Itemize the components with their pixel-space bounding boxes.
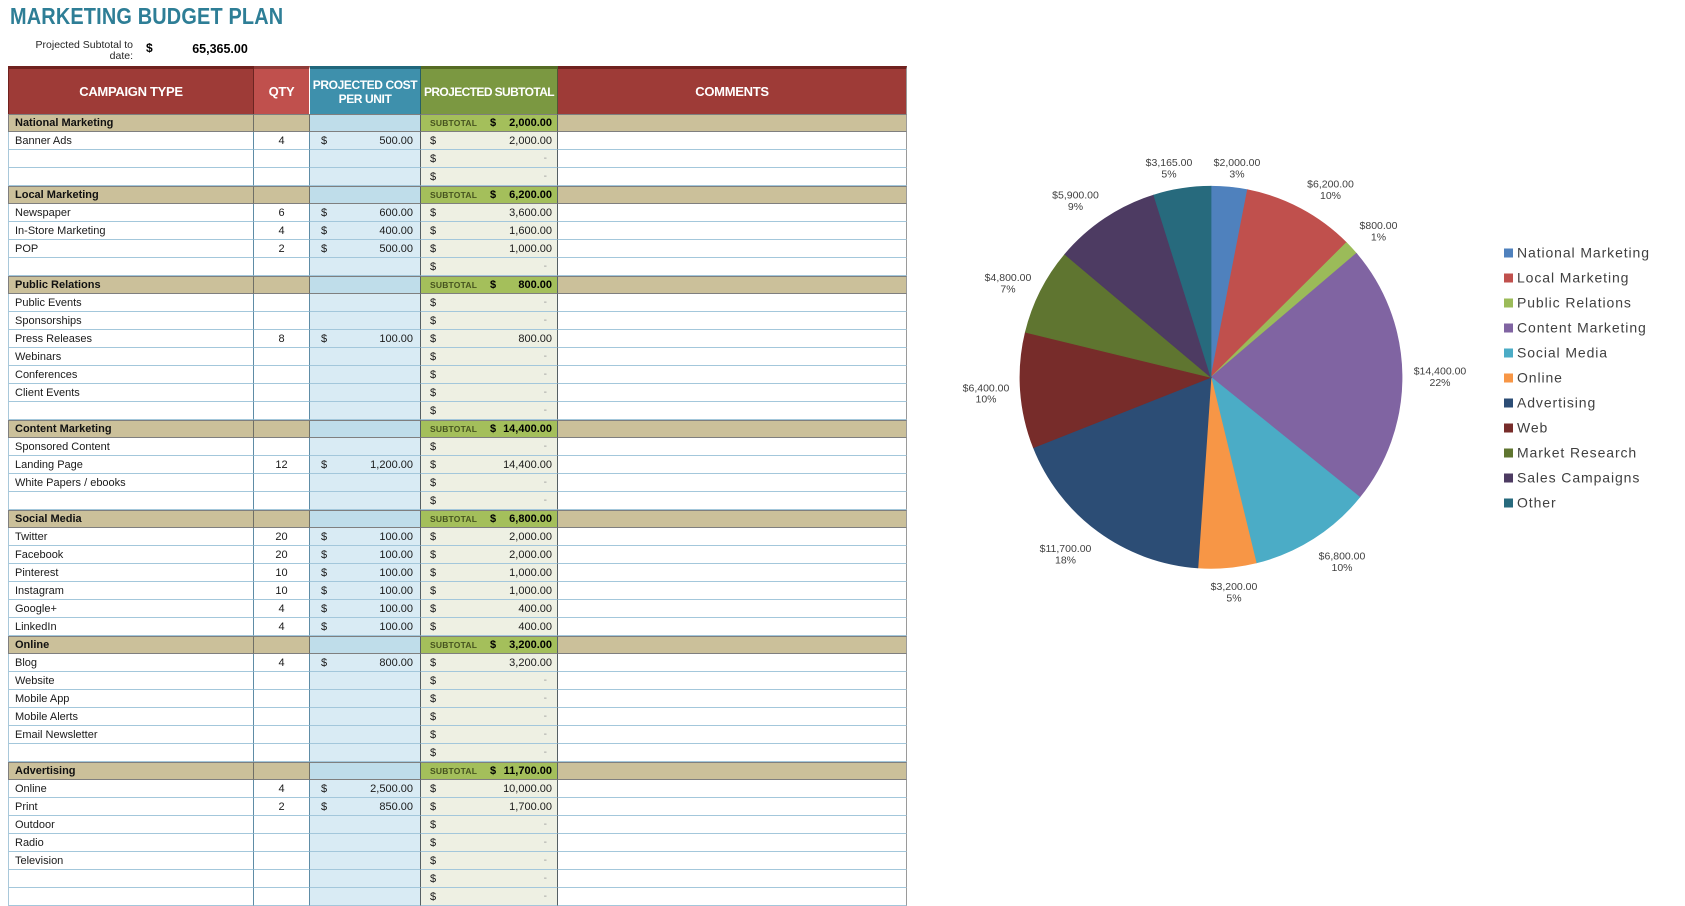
- svg-text:Other: Other: [1517, 495, 1557, 511]
- svg-text:Market Research: Market Research: [1517, 445, 1637, 461]
- svg-text:National Marketing: National Marketing: [1517, 245, 1650, 261]
- svg-text:Online: Online: [1517, 370, 1563, 386]
- svg-text:$2,000.003%: $2,000.00 3%: [1214, 157, 1261, 180]
- svg-text:Local Marketing: Local Marketing: [1517, 270, 1629, 286]
- svg-text:$5,900.009%: $5,900.00 9%: [1052, 190, 1099, 213]
- svg-text:Sales Campaigns: Sales Campaigns: [1517, 470, 1640, 486]
- svg-text:Public Relations: Public Relations: [1517, 295, 1632, 311]
- svg-text:Web: Web: [1517, 420, 1548, 436]
- svg-text:Advertising: Advertising: [1517, 395, 1596, 411]
- svg-text:$800.001%: $800.00 1%: [1360, 220, 1398, 243]
- svg-text:$3,200.005%: $3,200.00 5%: [1211, 581, 1258, 604]
- svg-text:Social Media: Social Media: [1517, 345, 1608, 361]
- svg-text:$3,165.005%: $3,165.00 5%: [1146, 157, 1193, 180]
- svg-text:$4,800.007%: $4,800.00 7%: [985, 272, 1032, 295]
- svg-text:Content Marketing: Content Marketing: [1517, 320, 1647, 336]
